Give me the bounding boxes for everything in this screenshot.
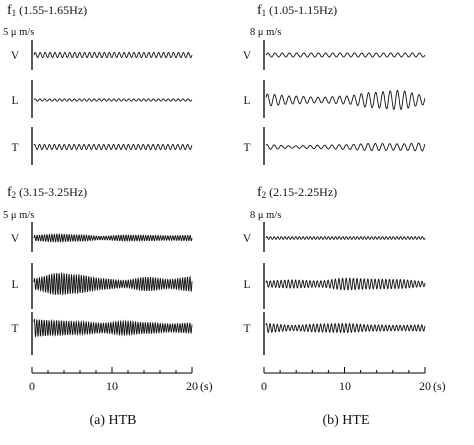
component-label-a-f1-v: V	[10, 50, 20, 62]
trace-a-f2-l	[33, 271, 193, 296]
scale-label-b-f2: 8 μ m/s	[250, 210, 282, 221]
trace-b-f1-l	[265, 89, 426, 110]
band-label-b-f1: f1 (1.05-1.15Hz)	[257, 3, 338, 18]
axis-unit-b: (s)	[433, 379, 446, 393]
component-label-b-f1-t: T	[243, 142, 251, 154]
scale-label-b-f1: 8 μ m/s	[250, 27, 282, 38]
band-label-a-f2: f2 (3.15-3.25Hz)	[7, 185, 88, 200]
trace-a-f1-t	[33, 143, 193, 151]
scale-label-a-f2: 5 μ m/s	[3, 210, 35, 221]
trace-b-f1-v	[265, 52, 426, 58]
component-label-a-f1-t: T	[11, 142, 19, 154]
band-label-a-f1: f1 (1.55-1.65Hz)	[7, 3, 88, 18]
component-label-b-f2-l: L	[243, 279, 251, 291]
caption-a: (a) HTB	[89, 413, 137, 428]
tick-label-a-20: 20	[186, 379, 198, 393]
trace-b-f2-l	[265, 277, 426, 291]
trace-a-f2-v	[33, 233, 193, 243]
tick-label-b-0: 0	[261, 379, 267, 393]
component-label-b-f2-t: T	[243, 323, 251, 335]
component-label-a-f2-v: V	[10, 233, 20, 245]
component-label-b-f1-l: L	[243, 95, 251, 107]
trace-a-f1-v	[33, 51, 193, 59]
trace-b-f2-v	[265, 236, 426, 240]
tick-label-b-10: 10	[339, 379, 351, 393]
component-label-a-f1-l: L	[11, 95, 19, 107]
component-label-b-f1-v: V	[242, 50, 252, 62]
component-label-b-f2-v: V	[242, 233, 252, 245]
tick-label-a-10: 10	[106, 379, 118, 393]
trace-b-f2-t	[265, 322, 426, 334]
caption-b: (b) HTE	[322, 413, 370, 428]
trace-b-f1-t	[265, 142, 426, 152]
axis-unit-a: (s)	[200, 379, 213, 393]
tick-label-a-0: 0	[29, 379, 35, 393]
trace-a-f2-t	[33, 317, 193, 339]
scale-label-a-f1: 5 μ m/s	[3, 27, 35, 38]
band-label-b-f2: f2 (2.15-2.25Hz)	[257, 185, 338, 200]
component-label-a-f2-t: T	[11, 323, 19, 335]
tick-label-b-20: 20	[419, 379, 431, 393]
component-label-a-f2-l: L	[11, 279, 19, 291]
trace-a-f1-l	[33, 98, 193, 102]
